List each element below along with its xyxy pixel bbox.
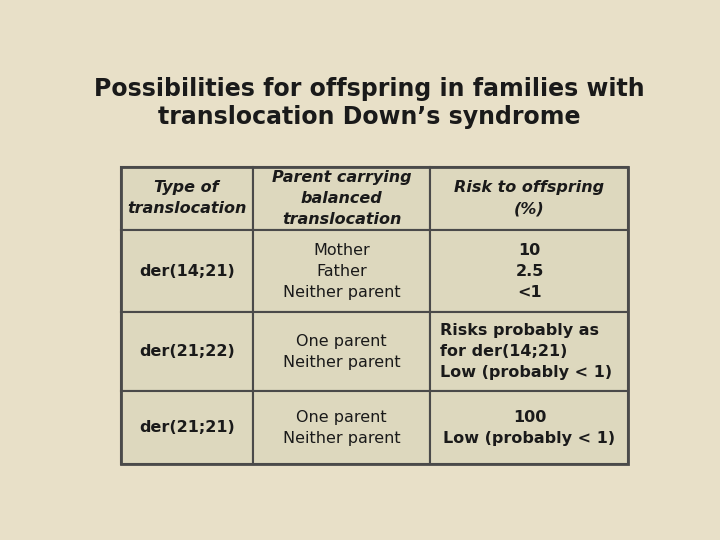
Bar xyxy=(431,391,629,464)
Text: One parent
Neither parent: One parent Neither parent xyxy=(283,334,400,370)
Bar xyxy=(253,391,431,464)
Bar xyxy=(253,230,431,312)
Text: 100
Low (probably < 1): 100 Low (probably < 1) xyxy=(444,409,616,445)
Text: Mother
Father
Neither parent: Mother Father Neither parent xyxy=(283,242,400,300)
Text: der(21;22): der(21;22) xyxy=(139,344,235,359)
Bar xyxy=(431,167,629,230)
Text: Risks probably as
for der(14;21)
Low (probably < 1): Risks probably as for der(14;21) Low (pr… xyxy=(441,323,613,380)
Text: Type of
translocation: Type of translocation xyxy=(127,180,246,217)
Text: Parent carrying
balanced
translocation: Parent carrying balanced translocation xyxy=(271,170,411,227)
Text: 10
2.5
<1: 10 2.5 <1 xyxy=(516,242,544,300)
Bar xyxy=(253,167,431,230)
Text: One parent
Neither parent: One parent Neither parent xyxy=(283,409,400,445)
Text: der(14;21): der(14;21) xyxy=(139,264,235,279)
Bar xyxy=(121,167,629,464)
Bar xyxy=(431,312,629,391)
Bar xyxy=(121,312,253,391)
Text: Risk to offspring
(%): Risk to offspring (%) xyxy=(454,180,605,217)
Bar xyxy=(253,312,431,391)
Bar xyxy=(431,230,629,312)
Bar xyxy=(121,230,253,312)
Bar xyxy=(121,167,253,230)
Text: Possibilities for offspring in families with
translocation Down’s syndrome: Possibilities for offspring in families … xyxy=(94,77,644,129)
Bar xyxy=(121,391,253,464)
Text: der(21;21): der(21;21) xyxy=(139,420,235,435)
